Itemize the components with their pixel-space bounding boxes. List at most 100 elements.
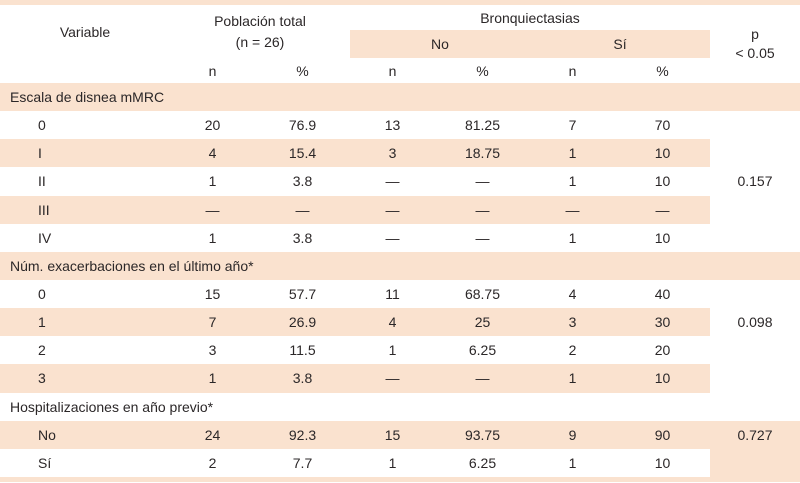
cell-value: 4	[170, 139, 255, 168]
cell-value: 1	[530, 364, 615, 393]
cell-value: 68.75	[435, 279, 530, 309]
row-label: 0	[0, 279, 170, 309]
row-label: IV	[0, 223, 170, 252]
cell-value: 2	[530, 336, 615, 365]
cell-value: 1	[530, 167, 615, 196]
percent-column-header: %	[656, 62, 669, 79]
cell-value: —	[255, 195, 350, 224]
cell-value: 57.7	[255, 279, 350, 309]
cell-value: 70	[615, 111, 710, 140]
cell-value: 3	[350, 139, 435, 168]
table-row: 0 15 57.7 11 68.75 4 40	[0, 279, 800, 309]
cell-value: 1	[170, 364, 255, 393]
cell-value: 13	[350, 111, 435, 140]
cell-value: 25	[435, 308, 530, 337]
p-value	[710, 223, 800, 252]
cell-value: 6.25	[435, 448, 530, 477]
table-row: I 4 15.4 3 18.75 1 10	[0, 139, 800, 168]
row-label: 1	[0, 308, 170, 337]
row-label: III	[0, 195, 170, 224]
row-label: No	[0, 420, 170, 449]
cell-value: 6.25	[435, 336, 530, 365]
cell-value: 10	[615, 167, 710, 196]
cell-value: 15	[350, 420, 435, 449]
cell-value: 76.9	[255, 111, 350, 140]
cell-value: —	[170, 195, 255, 224]
cell-value: —	[435, 195, 530, 224]
table-row: IV 1 3.8— —1 10	[0, 223, 800, 252]
p-header-line2: < 0.05	[735, 45, 775, 61]
p-value: 0.157	[710, 167, 800, 196]
p-header-line1: p	[751, 26, 759, 43]
cell-value: —	[350, 167, 435, 196]
row-label: II	[0, 167, 170, 196]
cell-value: —	[435, 364, 530, 393]
table-row: No 24 92.3 15 93.75 9 90 0.727	[0, 420, 800, 449]
row-label: 0	[0, 111, 170, 140]
table-row: III — — — — — —	[0, 195, 800, 224]
n-column-header: n	[568, 62, 577, 79]
table-row: Sí 2 7.7 1 6.25 1 10	[0, 448, 800, 477]
cell-value: 20	[170, 111, 255, 140]
cell-value: 3	[170, 336, 255, 365]
n-column-header: n	[208, 62, 217, 79]
cell-value: 7	[530, 111, 615, 140]
cell-value: 1	[350, 336, 435, 365]
cell-value: 4	[530, 279, 615, 309]
cell-value: 4	[350, 308, 435, 337]
cell-value: 3	[530, 308, 615, 337]
cell-value: 10	[615, 223, 710, 252]
p-value	[710, 139, 800, 168]
cell-value: 2	[170, 448, 255, 477]
cell-value: 3.8	[255, 223, 350, 252]
cell-value: 93.75	[435, 420, 530, 449]
cell-value: 90	[615, 420, 710, 449]
cell-value: 92.3	[255, 420, 350, 449]
cell-value: 11.5	[255, 336, 350, 365]
bottom-border-strip	[0, 476, 800, 482]
table-row: II 1 3.8— —1 10 0.157	[0, 167, 800, 196]
poblacion-total-header: Población total (n = 26)	[170, 5, 350, 58]
table-body: Escala de disnea mMRC 0 20 76.9 13 81.25 7 70 I 4…	[0, 83, 800, 477]
n-column-header: n	[388, 62, 397, 79]
cell-value: 40	[615, 279, 710, 309]
cell-value: —	[350, 364, 435, 393]
variable-column-header: Variable	[59, 23, 111, 40]
percent-column-header: %	[296, 62, 309, 79]
cell-value: 7	[170, 308, 255, 337]
p-value	[710, 279, 800, 309]
p-value	[710, 195, 800, 224]
row-label: I	[0, 139, 170, 168]
section-header: Hospitalizaciones en año previo*	[0, 392, 800, 421]
cell-value: —	[530, 195, 615, 224]
cell-value: 10	[615, 139, 710, 168]
cell-value: —	[435, 223, 530, 252]
row-label: 3	[0, 364, 170, 393]
table-row: 1 7 26.9 4 25 3 30 0.098	[0, 308, 800, 337]
section-header: Escala de disnea mMRC	[0, 83, 800, 112]
cell-value: 18.75	[435, 139, 530, 168]
cell-value: 9	[530, 420, 615, 449]
cell-value: —	[350, 195, 435, 224]
cell-value: 1	[530, 448, 615, 477]
poblacion-total-line1: Población total	[214, 12, 306, 29]
row-label: 2	[0, 336, 170, 365]
cell-value: —	[615, 195, 710, 224]
table-row: 3 1 3.8— —1 10	[0, 364, 800, 393]
cell-value: 3.8	[255, 167, 350, 196]
percent-column-header: %	[476, 62, 489, 79]
poblacion-total-line2: (n = 26)	[235, 33, 285, 50]
cell-value: 10	[615, 448, 710, 477]
cell-value: 15.4	[255, 139, 350, 168]
p-value: 0.098	[710, 308, 800, 337]
si-subheader: Sí	[613, 36, 627, 52]
cell-value: 30	[615, 308, 710, 337]
cell-value: 15	[170, 279, 255, 309]
cell-value: 1	[530, 223, 615, 252]
table-row: 2 3 11.5 1 6.25 2 20	[0, 336, 800, 365]
cell-value: 10	[615, 364, 710, 393]
table-header: Variable Población total (n = 26) Bronqu…	[0, 5, 800, 83]
cell-value: 11	[350, 279, 435, 309]
cell-value: 26.9	[255, 308, 350, 337]
